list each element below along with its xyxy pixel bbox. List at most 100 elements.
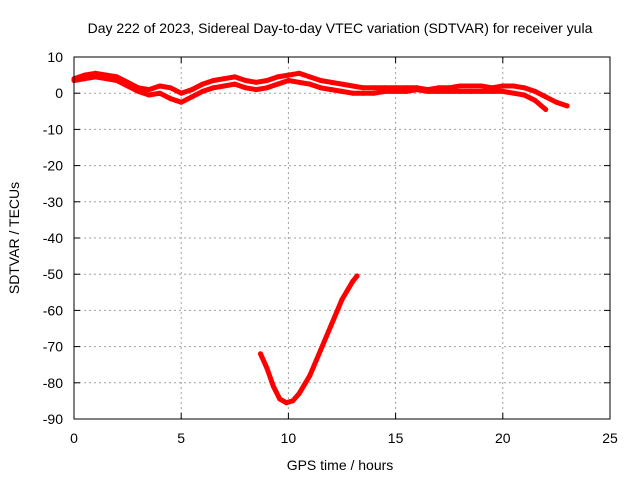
data-point xyxy=(457,88,463,94)
series-line-sat-track-dip xyxy=(258,273,360,406)
data-point xyxy=(468,83,474,89)
x-tick-label: 25 xyxy=(602,430,618,446)
x-tick-label: 15 xyxy=(388,430,404,446)
y-tick-label: -20 xyxy=(43,158,63,174)
data-point xyxy=(167,85,173,91)
data-point xyxy=(125,83,131,89)
data-point xyxy=(350,83,356,89)
data-point xyxy=(350,278,356,284)
data-point xyxy=(500,88,506,94)
data-point xyxy=(157,83,163,89)
data-point xyxy=(543,94,549,100)
data-point xyxy=(290,398,296,404)
data-point xyxy=(354,273,360,279)
data-point xyxy=(500,83,506,89)
x-axis-label: GPS time / hours xyxy=(287,457,394,473)
data-point xyxy=(511,83,517,89)
data-point xyxy=(157,90,163,96)
data-point xyxy=(82,76,88,82)
y-tick-label: -70 xyxy=(43,339,63,355)
data-point xyxy=(232,81,238,87)
y-tick-label: -50 xyxy=(43,266,63,282)
data-point xyxy=(339,81,345,87)
data-point xyxy=(253,87,259,93)
data-point xyxy=(414,87,420,93)
data-point xyxy=(360,90,366,96)
data-point xyxy=(360,85,366,91)
data-point xyxy=(275,74,281,80)
data-point xyxy=(371,90,377,96)
x-tick-label: 10 xyxy=(281,430,297,446)
data-point xyxy=(243,78,249,84)
data-point xyxy=(189,87,195,93)
data-point xyxy=(146,87,152,93)
x-tick-label: 20 xyxy=(495,430,511,446)
data-point xyxy=(382,88,388,94)
data-point xyxy=(489,88,495,94)
data-point xyxy=(114,78,120,84)
data-point xyxy=(318,85,324,91)
data-point xyxy=(553,99,559,105)
data-point xyxy=(275,81,281,87)
y-tick-label: -80 xyxy=(43,375,63,391)
data-point xyxy=(277,396,283,402)
data-point xyxy=(296,391,302,397)
data-point xyxy=(468,88,474,94)
data-point xyxy=(221,83,227,89)
data-point xyxy=(285,72,291,78)
series-group xyxy=(71,70,570,406)
data-point xyxy=(446,88,452,94)
data-point xyxy=(425,88,431,94)
data-point xyxy=(393,88,399,94)
grid xyxy=(74,57,610,419)
data-point xyxy=(339,297,345,303)
x-tick-label: 5 xyxy=(177,430,185,446)
data-point xyxy=(318,347,324,353)
data-point xyxy=(307,373,313,379)
data-point xyxy=(178,99,184,105)
data-point xyxy=(403,88,409,94)
data-point xyxy=(328,87,334,93)
data-point xyxy=(564,103,570,109)
data-point xyxy=(328,322,334,328)
y-tick-label: -40 xyxy=(43,230,63,246)
data-point xyxy=(478,88,484,94)
data-point xyxy=(307,81,313,87)
data-point xyxy=(253,79,259,85)
data-point xyxy=(318,78,324,84)
data-point xyxy=(243,85,249,91)
data-point xyxy=(264,365,270,371)
y-tick-label: -90 xyxy=(43,411,63,427)
data-point xyxy=(221,76,227,82)
data-point xyxy=(371,85,377,91)
data-point xyxy=(521,92,527,98)
data-point xyxy=(532,97,538,103)
data-point xyxy=(307,74,313,80)
data-point xyxy=(92,70,98,76)
data-point xyxy=(264,85,270,91)
data-point xyxy=(435,88,441,94)
data-point xyxy=(258,351,264,357)
data-point xyxy=(103,76,109,82)
data-point xyxy=(135,88,141,94)
axis-ticks xyxy=(73,56,611,420)
data-point xyxy=(457,83,463,89)
data-point xyxy=(511,90,517,96)
data-point xyxy=(146,92,152,98)
data-point xyxy=(296,70,302,76)
data-point xyxy=(178,90,184,96)
x-tick-labels: 0 5 10 15 20 25 xyxy=(70,430,618,446)
data-point xyxy=(232,74,238,80)
chart-title: Day 222 of 2023, Sidereal Day-to-day VTE… xyxy=(88,20,593,36)
data-point xyxy=(532,88,538,94)
y-tick-label: -60 xyxy=(43,302,63,318)
data-point xyxy=(521,85,527,91)
data-point xyxy=(270,383,276,389)
data-point xyxy=(285,78,291,84)
data-point xyxy=(296,79,302,85)
data-point xyxy=(328,79,334,85)
data-point xyxy=(92,74,98,80)
y-tick-label: 0 xyxy=(55,85,63,101)
data-point xyxy=(210,85,216,91)
